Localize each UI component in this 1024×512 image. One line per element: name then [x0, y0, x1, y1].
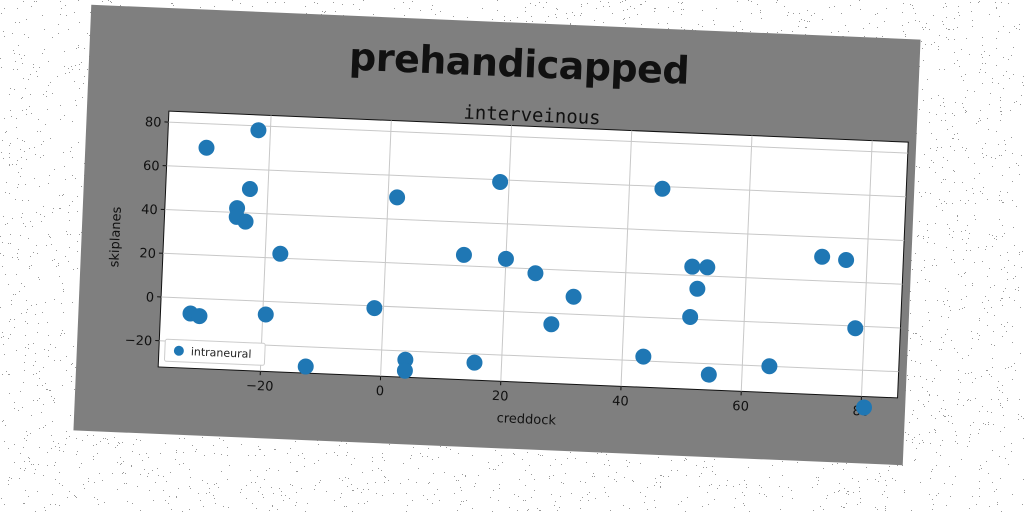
scatter-point: [838, 251, 855, 268]
x-tick-label: 0: [375, 384, 384, 399]
scatter-point: [455, 246, 472, 263]
scatter-point: [856, 399, 873, 416]
x-tick-label: 40: [612, 394, 629, 410]
scatter-point: [396, 362, 413, 379]
scatter-point: [272, 245, 289, 262]
legend: intraneural: [164, 338, 266, 366]
data-points: [182, 122, 873, 416]
x-grid-line: [860, 140, 873, 397]
scatter-point: [389, 189, 406, 206]
y-tick-label: 60: [143, 159, 160, 175]
scatter-point: [684, 258, 701, 275]
y-tick-label: 80: [145, 115, 162, 131]
scatter-point: [761, 358, 778, 375]
y-grid-line: [166, 165, 906, 198]
scatter-point: [689, 280, 706, 297]
x-grid-line: [259, 115, 272, 372]
y-axis-label: skiplanes: [107, 206, 125, 268]
chart-figure: prehandicapped interveinous −20020406080…: [73, 4, 921, 466]
scatter-point: [527, 265, 544, 282]
x-tick-label: −20: [246, 379, 274, 395]
scatter-point: [699, 259, 716, 276]
scatter-point: [297, 358, 314, 375]
x-tick-label: 60: [732, 399, 749, 415]
y-grid-line: [164, 209, 905, 242]
scatter-point: [497, 250, 514, 267]
legend-box: [164, 338, 266, 366]
x-grid-line: [380, 120, 392, 377]
scatter-point: [654, 180, 671, 197]
scatter-point: [847, 320, 864, 337]
chart-title: prehandicapped: [348, 35, 690, 93]
scatter-point: [198, 139, 215, 156]
y-grid-line: [168, 121, 908, 154]
y-grid-line: [161, 296, 901, 329]
scatter-point: [635, 348, 652, 365]
scatter-point: [237, 213, 254, 230]
x-grid-line: [620, 130, 633, 387]
x-grid-line: [740, 135, 753, 392]
scatter-point: [565, 288, 582, 305]
x-axis-label: creddock: [496, 411, 556, 428]
scatter-point: [257, 306, 274, 323]
scatter-point: [700, 366, 717, 383]
y-tick-label: 40: [141, 203, 158, 219]
legend-label: intraneural: [191, 345, 252, 361]
scatter-chart: prehandicapped interveinous −20020406080…: [107, 35, 909, 429]
x-tick-label: 20: [492, 389, 509, 405]
scatter-point: [241, 181, 258, 198]
plot-area: [157, 110, 909, 399]
scatter-point: [492, 173, 509, 190]
scatter-point: [250, 122, 267, 139]
y-tick-label: −20: [124, 333, 152, 349]
scatter-point: [466, 354, 483, 371]
y-tick-label: 0: [145, 290, 154, 305]
scatter-point: [366, 300, 383, 317]
legend-marker: [173, 345, 184, 356]
scatter-point: [543, 316, 560, 333]
scatter-point: [191, 308, 208, 325]
y-tick-label: 20: [139, 246, 156, 262]
scatter-point: [814, 248, 831, 265]
scatter-point: [682, 308, 699, 325]
